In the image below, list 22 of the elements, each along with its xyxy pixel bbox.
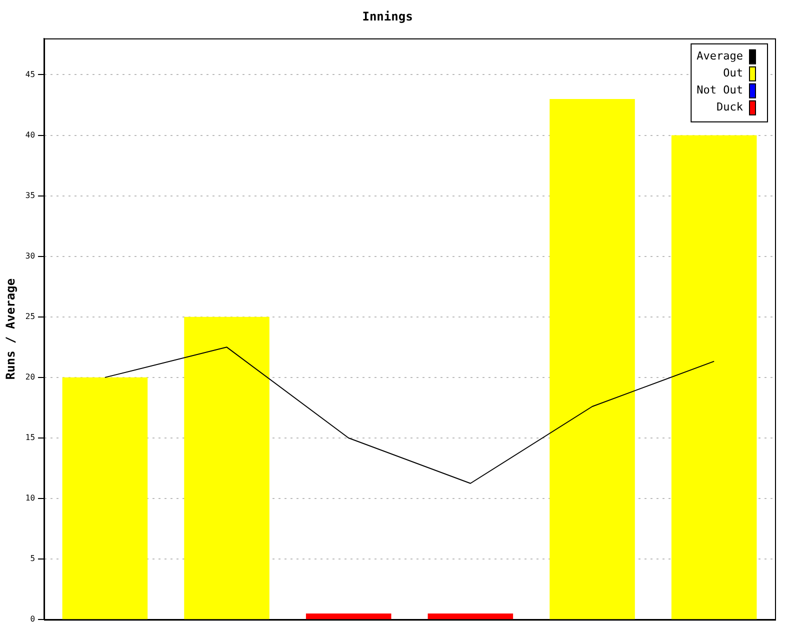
y-tick-label: 30	[25, 251, 36, 260]
y-tick-label: 20	[25, 372, 36, 382]
bar	[306, 614, 392, 620]
chart-title: Innings	[362, 9, 413, 24]
bar	[671, 135, 757, 620]
legend-label: Out	[723, 66, 743, 80]
y-axis-title: Runs / Average	[3, 278, 18, 380]
y-tick-label: 25	[25, 312, 36, 321]
legend-label: Average	[696, 49, 743, 62]
y-tick-label: 5	[30, 554, 36, 564]
legend-label: Duck	[716, 100, 744, 114]
y-tick-label: 10	[25, 494, 36, 503]
y-tick-label: 45	[25, 70, 36, 79]
y-tick-label: 15	[25, 433, 36, 442]
bar	[428, 614, 514, 620]
y-tick-label: 0	[30, 614, 36, 624]
bar	[550, 98, 635, 620]
y-tick-label: 35	[25, 190, 36, 200]
bar	[184, 316, 270, 620]
legend-label: Not Out	[696, 83, 743, 96]
y-tick-label: 40	[25, 130, 36, 140]
bar	[62, 377, 148, 620]
